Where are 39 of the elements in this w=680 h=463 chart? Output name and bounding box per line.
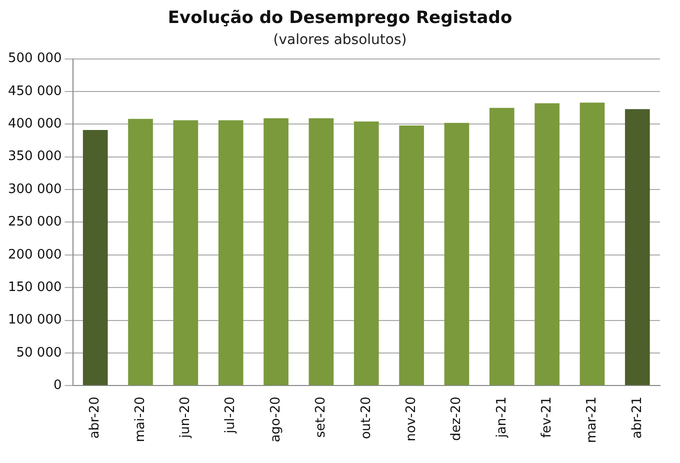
x-tick-label: fev-21 bbox=[539, 396, 554, 438]
bar bbox=[580, 102, 605, 386]
y-tick-label: 0 bbox=[53, 378, 62, 393]
bar bbox=[218, 120, 244, 386]
y-tick-label: 450 000 bbox=[8, 84, 62, 99]
x-tick-label: abr-20 bbox=[88, 396, 103, 439]
x-tick-label: mar-21 bbox=[584, 396, 600, 444]
bar bbox=[82, 130, 108, 386]
bar bbox=[399, 125, 424, 386]
y-tick-label: 400 000 bbox=[8, 116, 62, 132]
bar bbox=[534, 103, 560, 386]
chart-title: Evolução do Desemprego Registado bbox=[166, 8, 514, 28]
x-tick-label: set-20 bbox=[314, 396, 329, 438]
y-tick-label: 350 000 bbox=[8, 149, 62, 164]
bar bbox=[489, 108, 514, 386]
y-tick-label: 100 000 bbox=[8, 312, 62, 328]
bar bbox=[444, 122, 470, 386]
bar bbox=[308, 118, 334, 386]
x-tick-label: jan-21 bbox=[494, 396, 510, 439]
x-tick-label: jun-20 bbox=[178, 396, 194, 439]
x-tick-label: out-20 bbox=[358, 396, 374, 440]
x-tick-label: abr-21 bbox=[630, 396, 645, 439]
y-tick-label: 300 000 bbox=[8, 182, 62, 197]
y-tick-label: 500 000 bbox=[8, 51, 62, 66]
bar bbox=[173, 120, 198, 386]
y-tick-label: 50 000 bbox=[16, 345, 62, 360]
bar bbox=[128, 118, 153, 386]
bar bbox=[264, 118, 288, 386]
y-tick-label: 250 000 bbox=[8, 214, 62, 230]
chart-subtitle: (valores absolutos) bbox=[272, 32, 408, 48]
y-tick-label: 200 000 bbox=[8, 247, 62, 262]
x-tick-label: ago-20 bbox=[268, 396, 284, 442]
x-tick-label: jul-20 bbox=[223, 396, 238, 434]
bar bbox=[354, 122, 379, 386]
bar bbox=[624, 109, 650, 386]
x-tick-label: dez-20 bbox=[449, 396, 464, 441]
x-tick-label: mai-20 bbox=[132, 396, 148, 442]
y-tick-label: 150 000 bbox=[8, 280, 62, 295]
x-tick-label: nov-20 bbox=[404, 396, 419, 442]
